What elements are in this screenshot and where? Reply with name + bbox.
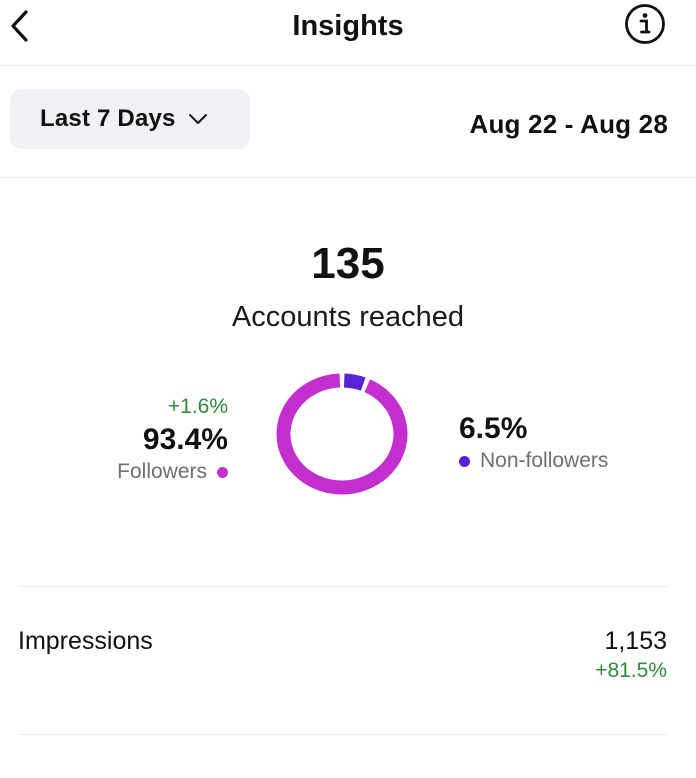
info-circle-icon <box>625 4 665 44</box>
non-followers-percent: 6.5% <box>459 412 528 445</box>
impressions-label: Impressions <box>18 627 153 655</box>
followers-legend: Followers <box>117 458 228 486</box>
date-filter-row: Last 7 Days Aug 22 - Aug 28 <box>0 66 696 178</box>
impressions-change: +81.5% <box>595 659 667 682</box>
non-followers-stats: 6.5% Non-followers <box>459 409 608 475</box>
non-followers-legend: Non-followers <box>459 447 608 475</box>
impressions-row[interactable]: Impressions 1,153 +81.5% <box>0 588 696 734</box>
followers-dot <box>217 466 228 478</box>
section-divider <box>18 586 668 587</box>
followers-change: +1.6% <box>167 395 228 418</box>
followers-stats: +1.6% 93.4% Followers <box>117 394 228 486</box>
non-followers-segment <box>343 373 366 391</box>
followers-percent: 93.4% <box>142 423 228 456</box>
non-followers-label: Non-followers <box>480 449 609 472</box>
back-button[interactable] <box>0 6 40 46</box>
section-divider <box>18 734 668 735</box>
page-title: Insights <box>292 10 404 42</box>
date-range-dropdown-label: Last 7 Days <box>40 105 176 132</box>
followers-label: Followers <box>117 460 207 483</box>
date-range-text: Aug 22 - Aug 28 <box>469 109 668 139</box>
chevron-left-icon <box>11 10 28 42</box>
date-range-dropdown[interactable]: Last 7 Days <box>10 89 250 149</box>
info-button[interactable] <box>624 3 666 45</box>
accounts-reached-count: 135 <box>311 239 385 288</box>
top-bar: Insights <box>0 0 696 66</box>
audience-donut-chart <box>276 373 408 495</box>
non-followers-dot <box>459 455 470 467</box>
followers-segment <box>276 373 408 495</box>
impressions-value: 1,153 <box>604 627 667 655</box>
chevron-down-icon <box>188 113 208 125</box>
accounts-reached-label: Accounts reached <box>231 301 465 333</box>
